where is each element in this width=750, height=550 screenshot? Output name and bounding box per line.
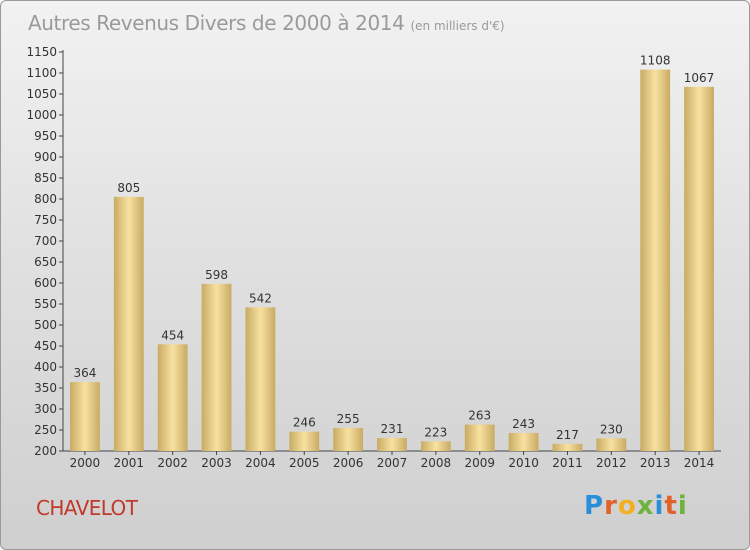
bar-value-label: 231 [381,422,404,436]
proxiti-logo: Proxiti [584,491,688,521]
bar-value-label: 364 [73,366,96,380]
bar-value-label: 223 [424,425,447,439]
y-tick-label: 550 [34,297,57,311]
x-tick-label: 2013 [640,456,671,470]
y-tick-label: 200 [34,444,57,458]
axes: 200 250 300 350 400 450 500 550 600 650 700 750 800 8… [26,45,721,470]
bar [596,438,627,451]
y-tick-label: 450 [34,339,57,353]
bar [113,196,144,451]
bar [70,382,100,451]
logo-letter: t [664,491,678,521]
logo-letter: x [636,491,655,521]
y-tick-label: 250 [34,423,57,437]
bar [684,86,714,452]
bar-value-label: 1067 [684,71,715,85]
unit-note: (en milliers d'€) [410,19,505,33]
bars: 364 805 454 598 542 246 255 231 223 263 243 217 230 1… [70,54,715,452]
y-tick-label: 300 [34,402,57,416]
x-tick-label: 2004 [245,456,276,470]
x-tick-label: 2006 [333,456,364,470]
y-tick-label: 600 [34,276,57,290]
bar-value-label: 598 [205,268,228,282]
y-tick-label: 950 [34,129,57,143]
x-tick-label: 2005 [289,456,320,470]
chart-title: Autres Revenus Divers de 2000 à 2014 (en … [28,11,505,35]
x-tick-label: 2003 [201,456,232,470]
y-tick-label: 500 [34,318,57,332]
bar [289,431,320,451]
y-tick-label: 850 [34,171,57,185]
bar-value-label: 230 [600,422,623,436]
logo-letter: i [677,491,688,521]
x-tick-label: 2010 [508,456,539,470]
x-tick-label: 2007 [377,456,408,470]
logo-letter: o [617,491,637,521]
bar [420,441,451,451]
x-tick-label: 2000 [70,456,101,470]
bar [377,437,407,451]
bar [640,69,671,451]
bar-value-label: 217 [556,428,579,442]
bar [508,432,539,451]
logo-letter: r [604,491,618,521]
bar-value-label: 805 [117,181,140,195]
bar-value-label: 246 [293,416,316,430]
y-tick-label: 900 [34,150,57,164]
y-tick-label: 1100 [26,66,57,80]
y-tick-label: 1150 [26,45,57,59]
bar [201,283,232,451]
bar-value-label: 454 [161,328,184,342]
bar-value-label: 255 [337,412,360,426]
chart-title-text: Autres Revenus Divers de 2000 à 2014 [28,11,405,35]
x-tick-label: 2012 [596,456,627,470]
bar-value-label: 263 [468,409,491,423]
y-tick-label: 1050 [26,87,57,101]
logo-letter: i [654,491,665,521]
y-tick-label: 700 [34,234,57,248]
y-tick-label: 400 [34,360,57,374]
x-tick-label: 2001 [114,456,145,470]
locality-name: CHAVELOT [36,496,138,520]
x-tick-label: 2011 [552,456,583,470]
y-tick-label: 750 [34,213,57,227]
bar [245,307,276,451]
bar [552,443,583,451]
x-tick-label: 2002 [157,456,188,470]
y-tick-label: 800 [34,192,57,206]
x-tick-label: 2009 [464,456,495,470]
bar [464,424,495,451]
y-tick-label: 1000 [26,108,57,122]
y-tick-label: 350 [34,381,57,395]
y-tick-label: 650 [34,255,57,269]
bar [157,344,188,451]
logo-letter: P [584,491,605,521]
bar [333,427,364,451]
x-tick-label: 2008 [421,456,452,470]
bar-value-label: 542 [249,291,272,305]
bar-value-label: 1108 [640,54,671,68]
bar-value-label: 243 [512,417,535,431]
x-tick-label: 2014 [684,456,715,470]
